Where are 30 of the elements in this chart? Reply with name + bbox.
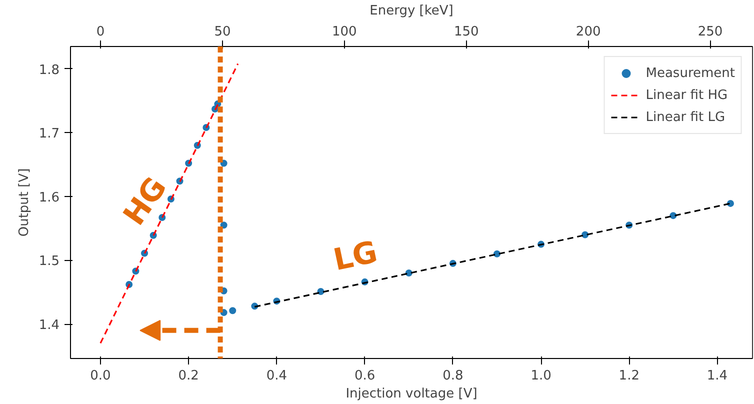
x-tick-label: 0.4 [266, 368, 288, 384]
y-tick-label: 1.4 [38, 318, 60, 334]
x2-axis-title: Energy [keV] [370, 4, 454, 18]
x-tick-label: 1.4 [706, 368, 728, 384]
y-tick-label: 1.7 [38, 126, 60, 142]
x2-tick-label: 100 [332, 24, 357, 40]
x-tick-label: 0.2 [178, 368, 199, 384]
annotation: HG [116, 171, 174, 232]
legend-label: Measurement [646, 66, 735, 80]
legend-label: Linear fit HG [646, 88, 728, 102]
x2-tick-label: 150 [454, 24, 479, 40]
x-tick-label: 0.0 [90, 368, 111, 384]
x2-tick-label: 50 [214, 24, 231, 40]
y-tick-label: 1.5 [38, 254, 60, 270]
y-tick-label: 1.6 [38, 190, 60, 206]
x-tick-label: 1.2 [618, 368, 640, 384]
y-axis-title: Output [V] [16, 168, 32, 237]
x-tick-label: 1.0 [530, 368, 552, 384]
x-axis-title: Injection voltage [V] [346, 386, 478, 402]
legend-label: Linear fit LG [646, 110, 726, 124]
x2-tick-label: 0 [96, 24, 105, 40]
x-tick-label: 0.6 [354, 368, 376, 384]
annotation: LG [330, 234, 381, 278]
x-tick-label: 0.8 [442, 368, 464, 384]
point [405, 270, 412, 276]
point [229, 307, 236, 314]
x2-tick-label: 200 [576, 24, 601, 40]
x2-tick-label: 250 [698, 24, 723, 40]
point [317, 288, 324, 295]
y-tick-label: 1.8 [38, 62, 60, 78]
